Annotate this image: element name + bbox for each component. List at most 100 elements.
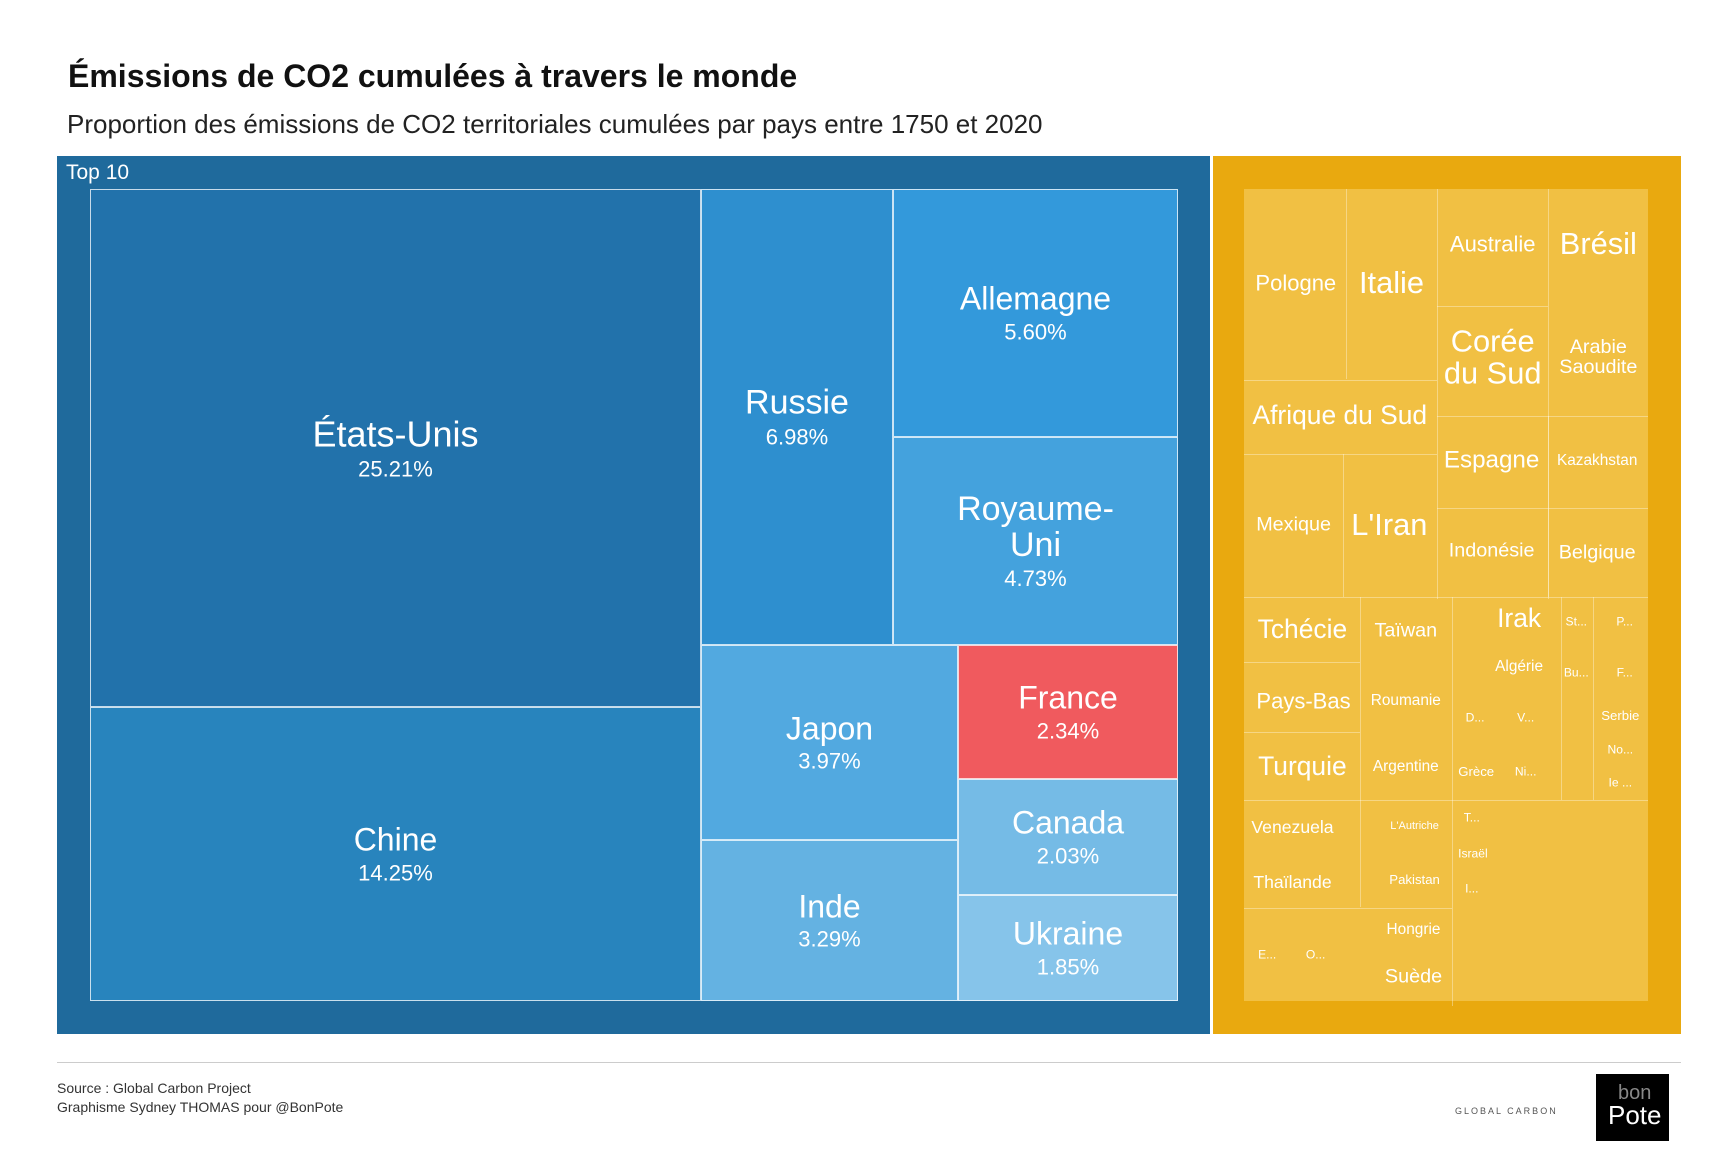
category-label: Italie: [1358, 264, 1425, 300]
category-label: Serbie: [1601, 708, 1640, 724]
treemap-cell: Ukraine 1.85%: [958, 895, 1178, 1001]
cell-divider: [1346, 189, 1348, 380]
logo-text: Pote: [1608, 1100, 1662, 1130]
category-label: Ukraine: [1012, 915, 1124, 952]
subtitle: Proportion des émissions de CO2 territor…: [67, 109, 1043, 139]
category-label: L'Autriche: [1390, 820, 1439, 833]
category-label: Corée du Sud: [1443, 323, 1542, 391]
category-label: Roumanie: [1370, 691, 1441, 709]
value-label: 25.21%: [358, 456, 433, 482]
category-label: Ie ...: [1608, 775, 1633, 790]
category-label: Hongrie: [1386, 920, 1441, 938]
category-label: États-Unis: [312, 413, 479, 455]
treemap-cell: Chine 14.25%: [90, 707, 701, 1001]
value-label: 3.29%: [798, 926, 861, 952]
cell-divider: [1436, 189, 1438, 600]
category-label: Thaïlande: [1253, 871, 1332, 892]
value-label: 3.97%: [798, 748, 861, 774]
others-inner: Pologne Italie Australie Brésil Corée du Sud…: [1244, 189, 1648, 1007]
source: Source : Global Carbon Project: [57, 1080, 251, 1096]
cell-label: Japon 3.97%: [786, 712, 873, 773]
treemap-cell: Japon 3.97%: [701, 645, 958, 840]
cell-divider: [1244, 662, 1360, 664]
group-label: Top 10: [66, 161, 130, 184]
category-label: D...: [1465, 710, 1485, 725]
category-label: Royaume-Uni: [957, 489, 1114, 564]
value-label: 2.03%: [1036, 843, 1100, 869]
category-label: St...: [1565, 614, 1588, 629]
category-label: Australie: [1449, 231, 1536, 257]
cell-divider: [1343, 454, 1345, 598]
cell-divider: [1359, 597, 1361, 908]
cell-label: Russie 6.98%: [745, 385, 849, 450]
cell-divider: [1244, 379, 1437, 381]
cell-divider: [1436, 415, 1648, 417]
category-label: E...: [1258, 947, 1277, 962]
category-label: Inde: [798, 888, 861, 925]
treemap-cell: Allemagne 5.60%: [893, 189, 1178, 437]
cell-label: France 2.34%: [1018, 679, 1118, 744]
value-label: 4.73%: [1004, 566, 1067, 592]
cell-label: États-Unis 25.21%: [312, 413, 479, 482]
value-label: 5.60%: [1004, 319, 1067, 345]
category-label: I...: [1465, 881, 1479, 896]
cell-label: Royaume-Uni 4.73%: [957, 489, 1114, 592]
category-label: Suède: [1384, 965, 1443, 988]
logo-gcp: GLOBAL CARBON: [1455, 1106, 1558, 1116]
category-label: V...: [1517, 710, 1535, 725]
treemap-cell: Inde 3.29%: [701, 840, 958, 1001]
logo-text: bon: [1618, 1082, 1652, 1104]
category-label: Israël: [1458, 846, 1488, 861]
cell-divider: [1452, 597, 1453, 1007]
category-label: Espagne: [1443, 446, 1540, 474]
cell-divider: [1560, 597, 1562, 800]
category-label: Allemagne: [959, 280, 1112, 317]
category-label: Brésil: [1559, 226, 1637, 262]
treemap-cell: Royaume-Uni 4.73%: [893, 437, 1178, 645]
category-label: Canada: [1011, 804, 1125, 841]
category-label: Pays-Bas: [1256, 688, 1351, 714]
category-label: L'Iran: [1351, 506, 1428, 542]
divider: [57, 1062, 1681, 1063]
category-label: F...: [1616, 665, 1633, 680]
cell-divider: [1436, 305, 1548, 307]
value-label: 1.85%: [1036, 954, 1100, 980]
cell-divider: [1244, 799, 1648, 801]
category-label: Arabie Saoudite: [1559, 335, 1638, 379]
logo-bonpote: bon Pote: [1596, 1074, 1669, 1141]
category-label: No...: [1607, 742, 1634, 757]
category-label: Irak: [1497, 603, 1542, 634]
title: Émissions de CO2 cumulées à travers le m…: [68, 58, 798, 94]
category-label: Argentine: [1372, 757, 1439, 775]
treemap-cell: Canada 2.03%: [958, 779, 1178, 895]
cell-divider: [1436, 508, 1648, 510]
value-label: 14.25%: [358, 860, 433, 886]
category-label: Ni...: [1514, 764, 1537, 779]
treemap-cell: France 2.34%: [958, 645, 1178, 779]
cell-divider: [1547, 189, 1549, 600]
cell-divider: [1547, 415, 1549, 598]
category-label: Grèce: [1458, 764, 1495, 780]
top10-panel: États-Unis 25.21% Chine 14.25% Russie 6.98% Al…: [57, 156, 1210, 1034]
treemap-cell: États-Unis 25.21%: [90, 189, 701, 707]
category-label: Kazakhstan: [1556, 451, 1638, 469]
cell-label: Canada 2.03%: [1011, 804, 1125, 869]
value-label: 2.34%: [1036, 718, 1100, 744]
category-label: Japon: [785, 710, 874, 747]
category-label: Indonésie: [1448, 539, 1535, 562]
category-label: Pakistan: [1389, 872, 1440, 888]
category-label: T...: [1463, 811, 1480, 826]
category-label: Venezuela: [1251, 816, 1334, 837]
value-label: 6.98%: [765, 424, 829, 450]
category-label: Chine: [353, 821, 438, 858]
category-label: Bu...: [1563, 665, 1589, 680]
category-label: Algérie: [1495, 657, 1544, 675]
cell-divider: [1244, 907, 1452, 909]
category-label: Mexique: [1256, 513, 1331, 536]
cell-divider: [1244, 597, 1648, 599]
treemap-cell: Russie 6.98%: [701, 189, 893, 645]
cell-label: Allemagne 5.60%: [959, 280, 1112, 345]
cell-divider: [1244, 731, 1360, 733]
category-label: France: [1018, 679, 1118, 716]
